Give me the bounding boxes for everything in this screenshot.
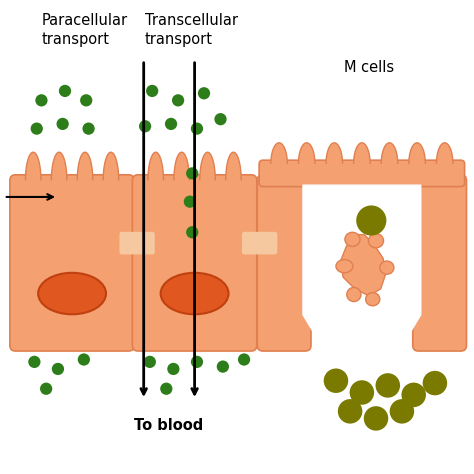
- Polygon shape: [174, 152, 190, 181]
- Polygon shape: [51, 152, 67, 181]
- Circle shape: [56, 118, 69, 130]
- Circle shape: [217, 360, 229, 373]
- Circle shape: [78, 354, 90, 365]
- Polygon shape: [341, 235, 385, 296]
- Polygon shape: [326, 143, 343, 164]
- Circle shape: [165, 118, 177, 130]
- Circle shape: [423, 371, 447, 395]
- Circle shape: [146, 85, 158, 97]
- Circle shape: [184, 196, 196, 208]
- Circle shape: [186, 226, 198, 238]
- Circle shape: [401, 383, 426, 407]
- Circle shape: [167, 363, 180, 375]
- Circle shape: [214, 113, 227, 125]
- Circle shape: [186, 167, 198, 180]
- Polygon shape: [409, 143, 425, 164]
- Ellipse shape: [380, 261, 394, 274]
- Polygon shape: [354, 143, 370, 164]
- Ellipse shape: [161, 273, 228, 314]
- Text: Paracellular
transport: Paracellular transport: [41, 13, 128, 47]
- FancyBboxPatch shape: [119, 232, 155, 255]
- FancyBboxPatch shape: [242, 232, 277, 255]
- Ellipse shape: [38, 273, 106, 314]
- Circle shape: [198, 87, 210, 100]
- Circle shape: [31, 122, 43, 135]
- Circle shape: [82, 122, 95, 135]
- Polygon shape: [77, 152, 93, 181]
- FancyBboxPatch shape: [10, 175, 134, 351]
- Polygon shape: [26, 152, 41, 181]
- Polygon shape: [200, 152, 215, 181]
- FancyBboxPatch shape: [132, 175, 257, 351]
- Polygon shape: [271, 143, 287, 164]
- Circle shape: [59, 85, 71, 97]
- Text: Transcellular
transport: Transcellular transport: [145, 13, 238, 47]
- Ellipse shape: [336, 260, 353, 273]
- Circle shape: [364, 406, 388, 431]
- Circle shape: [139, 120, 151, 132]
- Circle shape: [356, 205, 386, 236]
- Circle shape: [338, 399, 362, 424]
- Ellipse shape: [347, 287, 361, 301]
- Polygon shape: [381, 143, 398, 164]
- Circle shape: [40, 383, 52, 395]
- Polygon shape: [437, 143, 453, 164]
- Circle shape: [390, 399, 414, 424]
- Circle shape: [28, 356, 40, 368]
- Circle shape: [350, 380, 374, 405]
- Ellipse shape: [368, 234, 383, 248]
- Circle shape: [191, 122, 203, 135]
- FancyBboxPatch shape: [259, 160, 465, 187]
- Circle shape: [375, 373, 400, 398]
- Text: To blood: To blood: [134, 419, 203, 433]
- Circle shape: [191, 356, 203, 368]
- Ellipse shape: [345, 232, 360, 246]
- Polygon shape: [303, 185, 421, 338]
- Circle shape: [144, 356, 156, 368]
- Ellipse shape: [365, 292, 380, 306]
- Polygon shape: [103, 152, 118, 181]
- Circle shape: [52, 363, 64, 375]
- Circle shape: [238, 354, 250, 365]
- Circle shape: [36, 94, 47, 107]
- Polygon shape: [299, 143, 315, 164]
- Circle shape: [324, 368, 348, 393]
- Circle shape: [172, 94, 184, 107]
- FancyBboxPatch shape: [257, 175, 311, 351]
- Circle shape: [160, 383, 173, 395]
- Text: M cells: M cells: [344, 60, 394, 75]
- Polygon shape: [148, 152, 164, 181]
- Circle shape: [80, 94, 92, 107]
- FancyBboxPatch shape: [413, 175, 466, 351]
- Polygon shape: [226, 152, 241, 181]
